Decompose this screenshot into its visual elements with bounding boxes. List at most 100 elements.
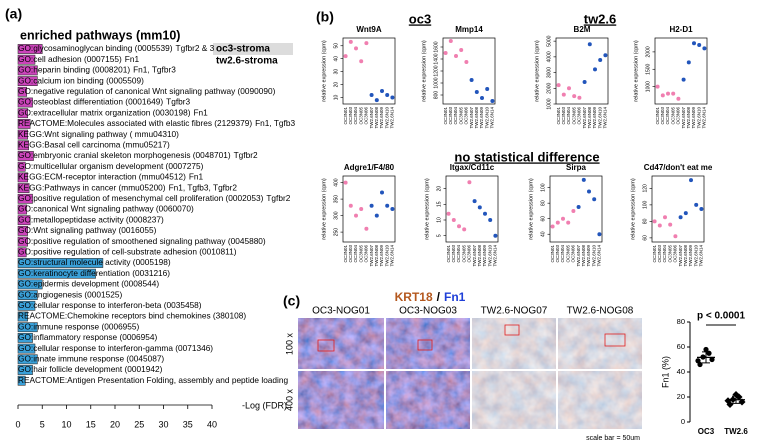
data-point: [483, 211, 487, 216]
y-tick-label: 40: [333, 56, 339, 62]
bar: [17, 193, 33, 204]
bar: [17, 129, 28, 140]
x-tick-label: 0: [15, 419, 20, 429]
category-label: GO:cellular response to interferon-beta …: [18, 300, 202, 310]
y-axis-label: relative expression (cpm): [321, 40, 327, 102]
column-label: OC3-NOG01: [312, 306, 370, 317]
x-tick-label: OC3N05: [571, 107, 576, 125]
bar: [17, 332, 33, 343]
category-label: KEGG:ECM-receptor interaction (mmu04512): [18, 172, 186, 182]
category-label: GO:epidermis development (0008544): [18, 279, 159, 289]
target-name: Fn1: [444, 290, 466, 304]
x-tick-label: OC3N03: [448, 107, 453, 125]
data-point: [374, 213, 379, 218]
category-label: GO:osteoblast differentiation (0001649): [18, 97, 163, 107]
x-tick-label: TW2.6N08: [683, 245, 688, 267]
data-point: [550, 224, 555, 229]
stain-title: KRT18 /Fn1: [395, 290, 466, 304]
data-point: [678, 215, 683, 220]
x-tick-label: OC3N05: [670, 107, 675, 125]
plot-frame: [445, 175, 499, 243]
x-tick-label: OC3N01: [556, 107, 561, 125]
data-point: [695, 358, 701, 364]
y-tick-label: 800: [433, 91, 439, 100]
x-tick-label: OC3N03: [657, 245, 662, 263]
x-tick-label: OC3N04: [662, 245, 667, 263]
category-label: KEGG:Wnt signaling pathway ( mmu04310): [18, 129, 179, 139]
bar: [17, 300, 36, 311]
x-tick-label: OC3N05: [358, 107, 363, 125]
bar: [17, 258, 104, 268]
x-tick-label: 15: [86, 419, 96, 429]
y-tick-label: 3000: [546, 67, 552, 78]
zoom-box: [317, 339, 335, 352]
data-point: [488, 218, 493, 222]
gene-annotation: Fn1: [189, 172, 204, 182]
y-tick-label: 15: [436, 201, 442, 207]
category-label: GO:glycosaminoglycan binding (0005539): [18, 43, 173, 53]
category-label: GO:extracellular matrix organization (00…: [18, 107, 191, 117]
y-tick-label: 350: [333, 195, 339, 204]
gene-annotation: Tgfbr2: [266, 193, 290, 203]
data-point: [348, 203, 353, 208]
plot-title: Adgre1/F4/80: [344, 163, 395, 172]
bar: [17, 311, 28, 322]
x-tick-label: TW2.6N09: [691, 107, 696, 129]
gene-annotation: Fn1: [125, 54, 140, 64]
y-tick-label: 2000: [645, 46, 651, 57]
chart-title: enriched pathways (mm10): [20, 28, 180, 42]
bar: [17, 268, 96, 279]
plot-title: Wnt9A: [356, 25, 382, 34]
micrograph: [472, 318, 556, 369]
x-tick-label: TW2.6N07: [678, 245, 683, 267]
data-point: [446, 211, 451, 216]
data-point: [457, 224, 461, 229]
x-tick-label: 25: [134, 419, 144, 429]
data-point: [369, 92, 374, 97]
data-point: [343, 54, 348, 59]
bar: [17, 204, 28, 215]
data-point: [703, 346, 709, 353]
y-tick-label: 1600: [433, 41, 439, 52]
data-point: [474, 90, 479, 94]
y-tick-label: 1400: [433, 53, 439, 64]
bar: [17, 236, 28, 247]
category-label: GO:metallopeptidase activity (0008237): [18, 214, 164, 224]
x-tick-label: TW2.6N10: [693, 245, 698, 267]
x-tick-label: OC3: [698, 427, 715, 436]
y-tick-label: 5: [436, 234, 442, 237]
data-point: [587, 42, 592, 47]
x-tick-label: OC3N06: [364, 107, 369, 125]
x-tick-label: OC3N06: [577, 107, 582, 125]
x-tick-label: OC3N05: [358, 245, 363, 263]
x-tick-label: TW2.6N08: [474, 107, 479, 129]
category-label: GO:immune response (0006955): [18, 321, 140, 331]
data-point: [699, 207, 704, 211]
data-point: [343, 180, 348, 185]
x-tick-label: TW2.6N07: [681, 107, 686, 129]
data-point: [572, 94, 577, 99]
bar: [17, 215, 31, 226]
x-tick-label: TW2.6N07: [369, 107, 374, 129]
data-point: [581, 177, 586, 182]
category-label: GO:heparin binding (0008201): [18, 65, 130, 75]
micrograph: [558, 318, 642, 369]
data-point: [567, 86, 571, 91]
x-tick-label: TW2.6N14: [390, 245, 395, 267]
plot-title: Itgax/Cd11c: [450, 163, 495, 172]
x-tick-label: TW2.6N08: [581, 245, 586, 267]
y-tick-label: 400: [333, 178, 339, 187]
y-tick-label: 4000: [546, 51, 552, 62]
x-tick-label: OC3N03: [660, 107, 665, 125]
y-axis-label: Fn1 (%): [660, 356, 670, 388]
micrograph: [386, 318, 470, 369]
y-tick-label: 60: [540, 216, 546, 222]
x-tick-label: OC3N03: [348, 245, 353, 263]
x-tick-label: TW2.6N10: [591, 245, 596, 267]
y-tick-label: 2000: [546, 83, 552, 94]
x-tick-label: TW2.6N09: [479, 107, 484, 129]
data-point: [566, 220, 571, 225]
data-point: [652, 219, 657, 224]
category-label: REACTOME:Antigen Presentation Folding, a…: [18, 375, 288, 385]
